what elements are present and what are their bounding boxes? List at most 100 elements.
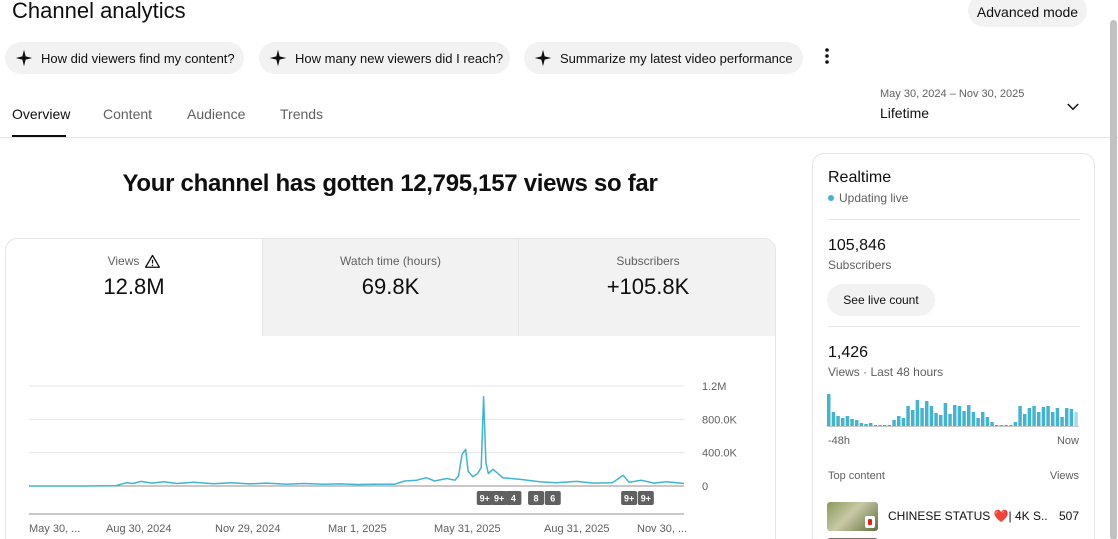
advanced-mode-button[interactable]: Advanced mode — [968, 0, 1087, 27]
realtime-hour-bar — [845, 416, 850, 426]
metric-tab-views[interactable]: Views 12.8M — [6, 239, 262, 336]
live-dot-icon — [828, 195, 834, 201]
realtime-hour-bar — [1074, 412, 1078, 426]
y-tick-label: 1.2M — [702, 381, 726, 393]
mini-axis-start: -48h — [828, 435, 851, 447]
more-vert-icon — [825, 48, 829, 64]
realtime-hour-bar — [1037, 412, 1041, 426]
page-scrollbar[interactable] — [1110, 20, 1117, 539]
sparkle-icon — [15, 49, 33, 67]
realtime-hour-bar — [943, 403, 948, 426]
realtime-hour-bar — [887, 425, 892, 426]
realtime-hour-bar — [985, 417, 990, 426]
realtime-hour-bar — [929, 406, 934, 426]
tab-trends[interactable]: Trends — [280, 106, 324, 122]
realtime-hour-bar — [1004, 425, 1008, 426]
x-tick-label: Aug 31, 2025 — [544, 523, 609, 535]
chip-find-content[interactable]: How did viewers find my content? — [5, 42, 244, 74]
realtime-hour-bar — [953, 405, 957, 426]
tab-overview[interactable]: Overview — [12, 106, 71, 122]
video-publish-marker — [491, 491, 508, 505]
y-tick-label: 400.0K — [702, 448, 738, 460]
realtime-hour-bar — [892, 420, 896, 426]
realtime-hour-bar — [976, 418, 980, 426]
realtime-hour-bar — [948, 414, 952, 426]
video-publish-marker — [544, 491, 561, 505]
realtime-hour-bar — [920, 408, 924, 426]
tab-audience[interactable]: Audience — [187, 106, 246, 122]
top-video-views: 507 — [1058, 509, 1079, 523]
video-publish-marker-label: 9+ — [624, 494, 634, 504]
metric-tab-subscribers[interactable]: Subscribers +105.8K — [519, 239, 775, 336]
realtime-hour-bar — [957, 406, 962, 426]
video-publish-marker — [621, 491, 638, 505]
sparkle-icon — [534, 49, 552, 67]
chip-new-viewers[interactable]: How many new viewers did I reach? — [259, 42, 510, 74]
realtime-hour-bar — [999, 425, 1004, 426]
views-line-chart[interactable]: 1.2M 800.0K 400.0K 0 9+ 9+ 4 8 6 9+ 9+ May 30, ... A… — [6, 369, 776, 539]
metric-label: Subscribers — [616, 254, 680, 268]
realtime-title: Realtime — [828, 169, 892, 186]
video-publish-marker-label: 4 — [511, 494, 516, 504]
views-headline: Your channel has gotten 12,795,157 views… — [122, 170, 658, 197]
video-publish-marker-label: 8 — [534, 494, 539, 504]
metric-label: Views — [107, 254, 140, 268]
divider — [828, 326, 1080, 327]
x-tick-label: Mar 1, 2025 — [328, 523, 387, 535]
video-publish-marker — [637, 491, 654, 505]
metric-divider — [518, 239, 519, 336]
date-range-label[interactable]: Lifetime — [880, 105, 930, 121]
divider — [828, 219, 1080, 220]
realtime-hour-bar — [1060, 417, 1064, 426]
realtime-hour-bar — [841, 418, 845, 426]
mini-axis-end: Now — [1056, 435, 1079, 447]
realtime-hour-bar — [990, 422, 994, 426]
date-range-text[interactable]: May 30, 2024 – Nov 30, 2025 — [880, 88, 1025, 100]
realtime-views-label: Views · Last 48 hours — [828, 365, 944, 379]
video-publish-marker — [476, 491, 493, 505]
page-title: Channel analytics — [12, 0, 186, 23]
realtime-hour-bar — [850, 419, 854, 426]
top-video-title[interactable]: CHINESE STATUS ❤️| 4K S... — [888, 509, 1048, 523]
realtime-subscribers: 105,846 — [828, 237, 886, 254]
views-series-line — [29, 396, 685, 487]
realtime-hour-bar — [836, 416, 840, 426]
more-options-button[interactable] — [816, 44, 838, 68]
realtime-hour-bar — [1041, 407, 1046, 426]
realtime-hour-bar — [897, 416, 901, 426]
realtime-hour-bar — [869, 423, 873, 426]
chip-summarize[interactable]: Summarize my latest video performance — [524, 42, 803, 74]
y-tick-label: 0 — [702, 481, 708, 493]
x-tick-label: May 31, 2025 — [434, 523, 501, 535]
video-publish-marker-label: 6 — [550, 494, 555, 504]
x-tick-label: Nov 29, 2024 — [215, 523, 280, 535]
realtime-hour-bar — [1023, 414, 1027, 426]
realtime-hour-bar — [901, 418, 906, 426]
realtime-hour-bar — [1032, 406, 1036, 426]
realtime-hour-bar — [883, 425, 887, 426]
video-thumbnail[interactable] — [827, 502, 878, 531]
realtime-subscribers-label: Subscribers — [828, 258, 892, 272]
video-publish-marker-label: 9+ — [480, 494, 490, 504]
metric-label: Watch time (hours) — [340, 254, 441, 268]
video-publish-marker-label: 9+ — [641, 494, 651, 504]
realtime-bar-chart[interactable] — [827, 390, 1079, 428]
chip-label: Summarize my latest video performance — [560, 50, 793, 66]
chevron-down-icon[interactable] — [1064, 98, 1082, 116]
video-publish-marker — [528, 491, 545, 505]
metric-value: 69.8K — [361, 274, 420, 299]
realtime-hour-bar — [934, 413, 938, 426]
realtime-hour-bar — [1051, 412, 1055, 426]
realtime-hour-bar — [967, 405, 971, 426]
realtime-hour-bar — [864, 424, 868, 426]
metric-tab-watch-time[interactable]: Watch time (hours) 69.8K — [263, 239, 518, 336]
realtime-hour-bar — [873, 425, 878, 426]
realtime-hour-bar — [971, 412, 976, 426]
live-indicator: Updating live — [828, 191, 908, 205]
metric-value: +105.8K — [606, 274, 690, 299]
video-publish-marker-label: 9+ — [494, 494, 504, 504]
see-live-count-button[interactable]: See live count — [827, 284, 935, 316]
tab-content[interactable]: Content — [103, 106, 153, 122]
realtime-hour-bar — [981, 412, 985, 426]
realtime-hour-bar — [1046, 406, 1050, 426]
